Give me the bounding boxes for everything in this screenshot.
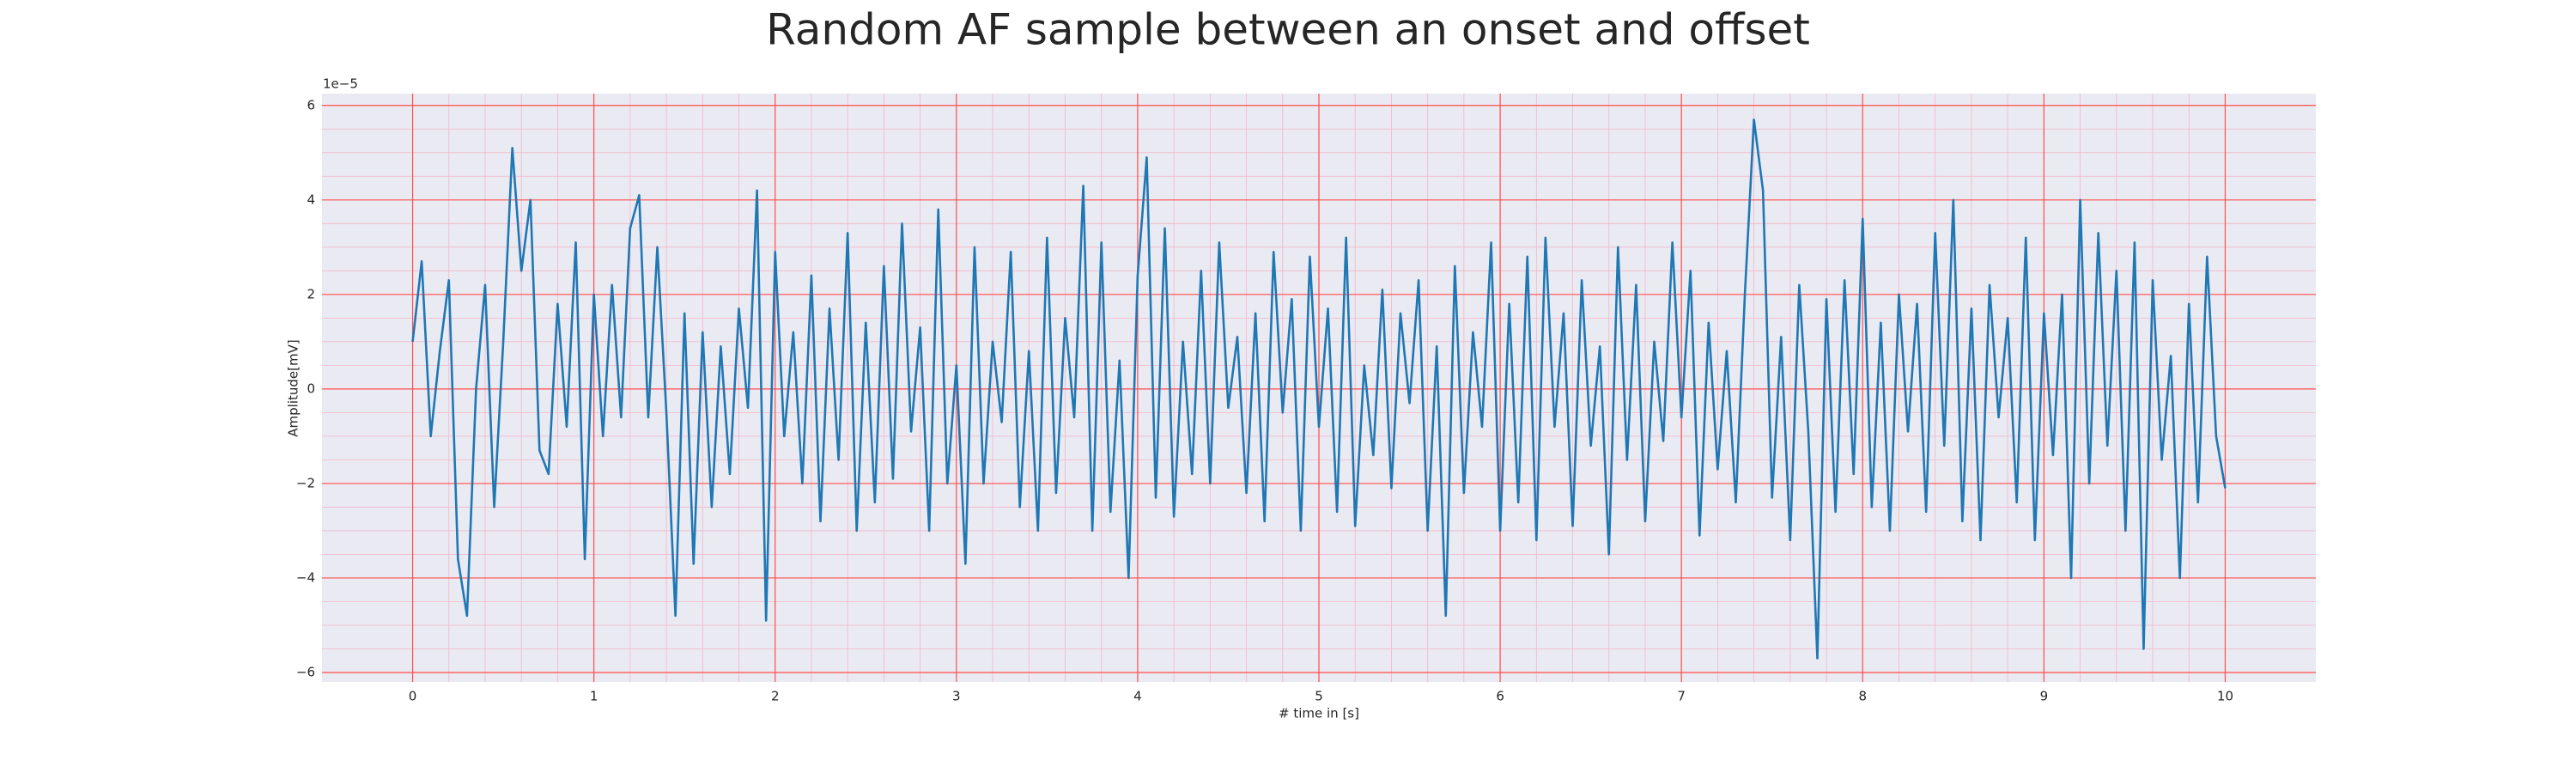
- y-tick-label: −4: [296, 569, 315, 585]
- x-tick-label: 2: [771, 689, 780, 704]
- x-tick-label: 7: [1677, 689, 1686, 704]
- x-tick-label: 8: [1858, 689, 1867, 704]
- x-tick-label: 10: [2217, 689, 2233, 704]
- y-tick-label: 0: [307, 380, 315, 396]
- x-tick-label: 4: [1133, 689, 1142, 704]
- y-tick-label: 4: [307, 192, 315, 207]
- x-tick-label: 1: [590, 689, 598, 704]
- y-tick-label: −6: [296, 664, 315, 679]
- offset-label: 1e−5: [323, 76, 358, 92]
- x-tick-label: 5: [1315, 689, 1323, 704]
- x-tick-label: 9: [2040, 689, 2049, 704]
- signal-line: [411, 118, 2227, 660]
- y-axis-label: Amplitude[mV]: [286, 339, 301, 436]
- y-tick-label: −2: [296, 475, 315, 490]
- y-tick-label: 6: [307, 97, 315, 113]
- x-tick-label: 3: [952, 689, 961, 704]
- x-tick-label: 6: [1496, 689, 1504, 704]
- x-axis-label: # time in [s]: [1279, 706, 1359, 721]
- chart-title: Random AF sample between an onset and of…: [766, 5, 1810, 55]
- y-tick-label: 2: [307, 286, 315, 301]
- x-tick-label: 0: [409, 689, 417, 704]
